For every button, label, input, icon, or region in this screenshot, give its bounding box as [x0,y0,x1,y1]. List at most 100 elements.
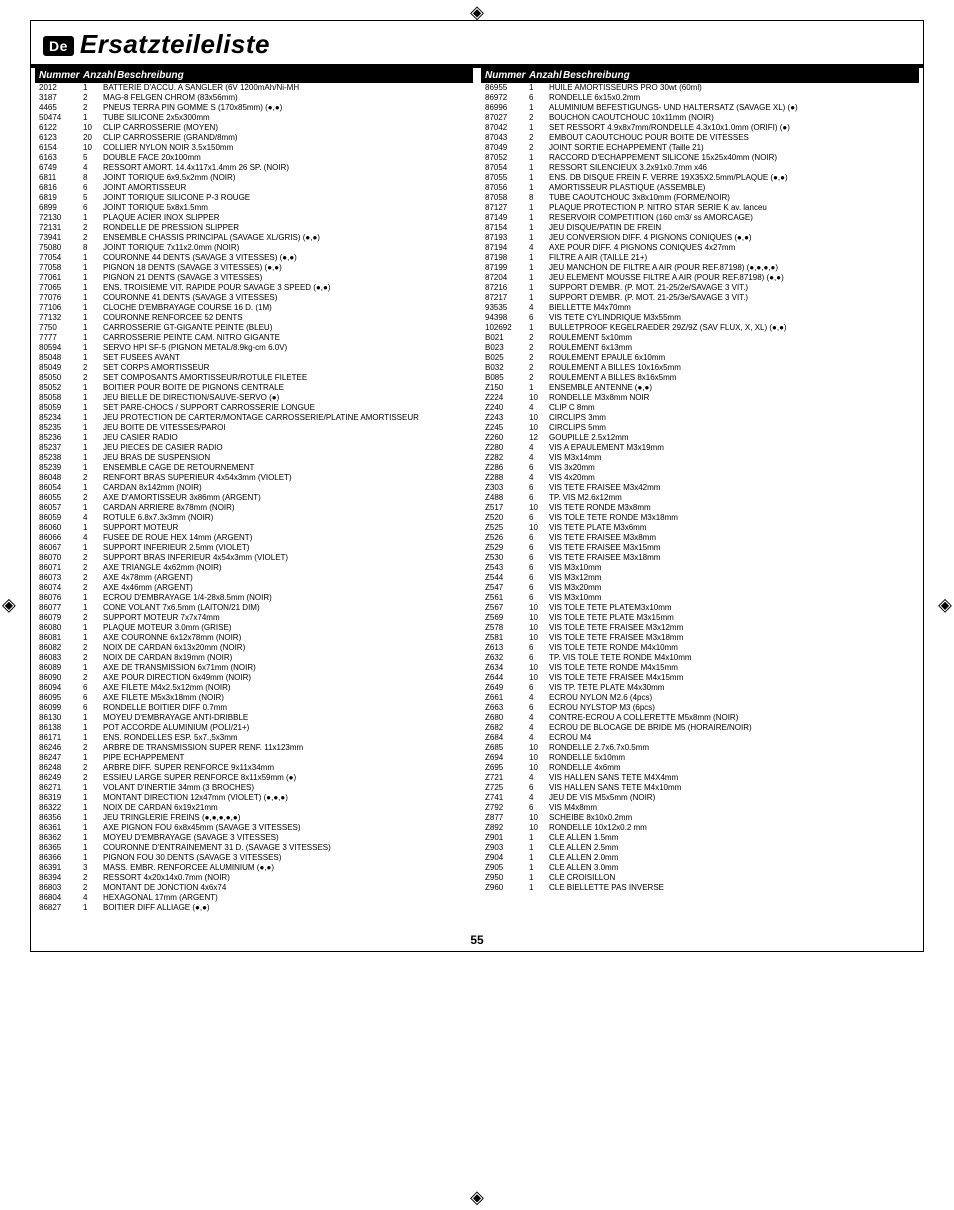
cell-qty: 6 [83,183,103,193]
cell-desc: SERVO HPI SF-5 (PIGNON METAL/8.9kg-cm 6.… [103,343,469,353]
cell-num: Z960 [485,883,529,893]
cell-num: 86071 [39,563,83,573]
table-row: 869551HUILE AMORTISSEURS PRO 30wt (60ml) [481,83,919,93]
table-row: 750808JOINT TORIQUE 7x11x2.0mm (NOIR) [35,243,473,253]
cell-num: 86073 [39,573,83,583]
cell-num: Z488 [485,493,529,503]
cell-num: 6123 [39,133,83,143]
cell-desc: MASS. EMBR. RENFORCEE ALUMINIUM (●,●) [103,863,469,873]
cell-qty: 6 [529,593,549,603]
table-row: 770541COURONNE 44 DENTS (SAVAGE 3 VITESS… [35,253,473,263]
table-row: 862462ARBRE DE TRANSMISSION SUPER RENF. … [35,743,473,753]
table-row: 943986VIS TETE CYLINDRIQUE M3x55mm [481,313,919,323]
table-row: 863651COURONNE D'ENTRAINEMENT 31 D. (SAV… [35,843,473,853]
cell-num: Z224 [485,393,529,403]
cell-desc: PLAQUE PROTECTION P. NITRO STAR SERIE K … [549,203,915,213]
cell-desc: RESERVOIR COMPETITION (160 cm3/ ss AMORC… [549,213,915,223]
cell-desc: VIS TOLE TETE PLATEM3x10mm [549,603,915,613]
cell-desc: CONE VOLANT 7x6.5mm (LAITON/21 DIM) [103,603,469,613]
table-row: 863661PIGNON FOU 30 DENTS (SAVAGE 3 VITE… [35,853,473,863]
table-row: 861381POT ACCORDE ALUMINIUM (POLI/21+) [35,723,473,733]
cell-num: 87042 [485,123,529,133]
cell-qty: 4 [529,723,549,733]
cell-desc: RENFORT BRAS SUPERIEUR 4x54x3mm (VIOLET) [103,473,469,483]
cell-num: Z569 [485,613,529,623]
cell-num: 86099 [39,703,83,713]
cell-num: Z288 [485,473,529,483]
cell-qty: 4 [529,773,549,783]
cell-qty: 1 [83,753,103,763]
cell-desc: PIPE ECHAPPEMENT [103,753,469,763]
cell-qty: 6 [529,573,549,583]
table-row: B0252ROULEMENT EPAULE 6x10mm [481,353,919,363]
cell-num: 86048 [39,473,83,483]
cell-desc: ECROU M4 [549,733,915,743]
cell-desc: ECROU DE BLOCAGE DE BRIDE M5 (HORAIRE/NO… [549,723,915,733]
cell-desc: CARDAN 8x142mm (NOIR) [103,483,469,493]
table-row: Z6804CONTRE-ECROU A COLLERETTE M5x8mm (N… [481,713,919,723]
cell-qty: 1 [529,83,549,93]
cell-desc: JEU CASIER RADIO [103,433,469,443]
cell-desc: CLIP CARROSSERIE (MOYEN) [103,123,469,133]
cell-desc: CARROSSERIE PEINTE CAM. NITRO GIGANTE [103,333,469,343]
cell-num: Z529 [485,543,529,553]
cell-num: 86356 [39,813,83,823]
table-row: Z5306VIS TETE FRAISEE M3x18mm [481,553,919,563]
cell-desc: JOINT TORIQUE SILICONE P-3 ROUGE [103,193,469,203]
cell-num: 80594 [39,343,83,353]
cell-num: 86247 [39,753,83,763]
cell-qty: 1 [83,543,103,553]
cell-num: 87154 [485,223,529,233]
cell-desc: HEXAGONAL 17mm (ARGENT) [103,893,469,903]
table-row: 860712AXE TRIANGLE 4x62mm (NOIR) [35,563,473,573]
cell-num: B023 [485,343,529,353]
cell-num: 87216 [485,283,529,293]
cell-qty: 1 [83,843,103,853]
cell-num: 87199 [485,263,529,273]
cell-num: Z684 [485,733,529,743]
cell-desc: AXE POUR DIFF. 4 PIGNONS CONIQUES 4x27mm [549,243,915,253]
cell-desc: AXE TRIANGLE 4x62mm (NOIR) [103,563,469,573]
table-row: Z69410RONDELLE 5x10mm [481,753,919,763]
cell-num: 86271 [39,783,83,793]
table-row: Z5476VIS M3x20mm [481,583,919,593]
cell-num: 85239 [39,463,83,473]
cell-desc: MOYEU D'EMBRAYAGE (SAVAGE 3 VITESSES) [103,833,469,843]
table-row: 870421SET RESSORT 4.9x8x7mm/RONDELLE 4.3… [481,123,919,133]
cell-num: 94398 [485,313,529,323]
cell-qty: 4 [529,473,549,483]
cell-desc: VIS TOLE TETE RONDE M4x15mm [549,663,915,673]
cell-num: Z694 [485,753,529,763]
cell-desc: JEU BOITE DE VITESSES/PAROI [103,423,469,433]
table-row: Z9051CLE ALLEN 3.0mm [481,863,919,873]
table-row: 860822NOIX DE CARDAN 6x13x20mm (NOIR) [35,643,473,653]
table-row: 504741TUBE SILICONE 2x5x300mm [35,113,473,123]
cell-num: Z526 [485,533,529,543]
cell-qty: 2 [83,223,103,233]
cell-desc: JOINT TORIQUE 7x11x2.0mm (NOIR) [103,243,469,253]
cell-num: Z901 [485,833,529,843]
cell-qty: 4 [529,733,549,743]
cell-num: 86076 [39,593,83,603]
table-row: Z2404CLIP C 8mm [481,403,919,413]
table-row: 860742AXE 4x46mm (ARGENT) [35,583,473,593]
table-row: 872041JEU ELEMENT MOUSSE FILTRE A AIR (P… [481,273,919,283]
table-row: 850481SET FUSEES AVANT [35,353,473,363]
cell-qty: 10 [529,633,549,643]
cell-num: 87027 [485,113,529,123]
cell-num: 86074 [39,583,83,593]
cell-qty: 6 [529,463,549,473]
cell-qty: 6 [83,203,103,213]
cell-qty: 6 [529,513,549,523]
cell-qty: 1 [529,263,549,273]
cell-desc: VIS 3x20mm [549,463,915,473]
table-row: B0322ROULEMENT A BILLES 10x16x5mm [481,363,919,373]
table-row: 860732AXE 4x78mm (ARGENT) [35,573,473,583]
cell-num: 86083 [39,653,83,663]
table-row: 860594ROTULE 6.8x7.3x3mm (NOIR) [35,513,473,523]
cell-num: 7750 [39,323,83,333]
table-row: 863221NOIX DE CARDAN 6x19x21mm [35,803,473,813]
cell-qty: 12 [529,433,549,443]
cell-num: Z520 [485,513,529,523]
cell-desc: VIS TOLE TETE FRAISEE M3x12mm [549,623,915,633]
